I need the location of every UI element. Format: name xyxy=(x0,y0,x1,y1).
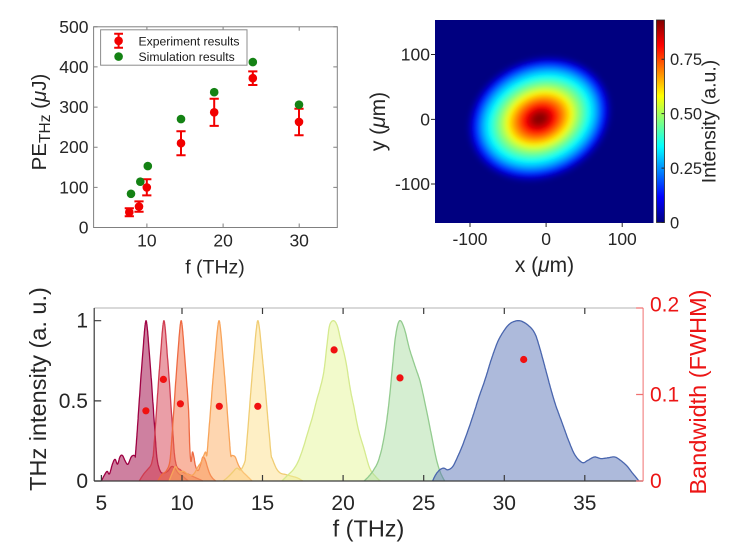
svg-text:100: 100 xyxy=(401,45,430,65)
svg-text:15: 15 xyxy=(251,492,274,515)
svg-text:400: 400 xyxy=(59,57,88,77)
svg-text:Simulation results: Simulation results xyxy=(139,50,235,64)
svg-text:x (μm): x (μm) xyxy=(515,254,574,277)
svg-text:0: 0 xyxy=(420,109,430,129)
svg-text:100: 100 xyxy=(59,177,88,197)
svg-text:0: 0 xyxy=(79,218,89,238)
svg-text:Intensity (a.u.): Intensity (a.u.) xyxy=(699,60,721,184)
svg-text:100: 100 xyxy=(608,229,637,249)
svg-text:25: 25 xyxy=(412,492,435,515)
svg-text:0.50: 0.50 xyxy=(670,106,702,124)
svg-text:0: 0 xyxy=(670,215,679,233)
svg-text:PETHz (μJ): PETHz (μJ) xyxy=(28,74,54,171)
svg-text:Bandwidth (FWHM): Bandwidth (FWHM) xyxy=(685,289,711,494)
svg-text:f (THz): f (THz) xyxy=(333,516,405,542)
svg-text:35: 35 xyxy=(573,492,596,515)
svg-text:0.2: 0.2 xyxy=(650,294,679,317)
svg-text:THz intensity (a. u.): THz intensity (a. u.) xyxy=(25,287,51,491)
svg-text:30: 30 xyxy=(493,492,516,515)
svg-text:0: 0 xyxy=(541,229,551,249)
svg-text:0: 0 xyxy=(76,470,88,493)
svg-text:200: 200 xyxy=(59,137,88,157)
svg-text:5: 5 xyxy=(96,492,108,515)
svg-text:1: 1 xyxy=(76,310,88,333)
svg-text:y (μm): y (μm) xyxy=(367,92,390,151)
svg-text:0.5: 0.5 xyxy=(59,390,88,413)
svg-text:0: 0 xyxy=(650,470,662,493)
svg-text:Experiment results: Experiment results xyxy=(139,34,240,48)
svg-text:0.75: 0.75 xyxy=(670,51,702,69)
svg-text:-100: -100 xyxy=(452,229,487,249)
svg-text:0.1: 0.1 xyxy=(650,384,679,407)
svg-text:500: 500 xyxy=(59,17,88,37)
svg-text:-100: -100 xyxy=(395,174,430,194)
svg-text:10: 10 xyxy=(170,492,193,515)
svg-text:300: 300 xyxy=(59,97,88,117)
svg-text:30: 30 xyxy=(289,231,309,251)
svg-text:20: 20 xyxy=(331,492,354,515)
svg-text:f (THz): f (THz) xyxy=(185,257,245,279)
svg-text:20: 20 xyxy=(213,231,233,251)
svg-text:0.25: 0.25 xyxy=(670,160,702,178)
svg-text:10: 10 xyxy=(137,231,157,251)
